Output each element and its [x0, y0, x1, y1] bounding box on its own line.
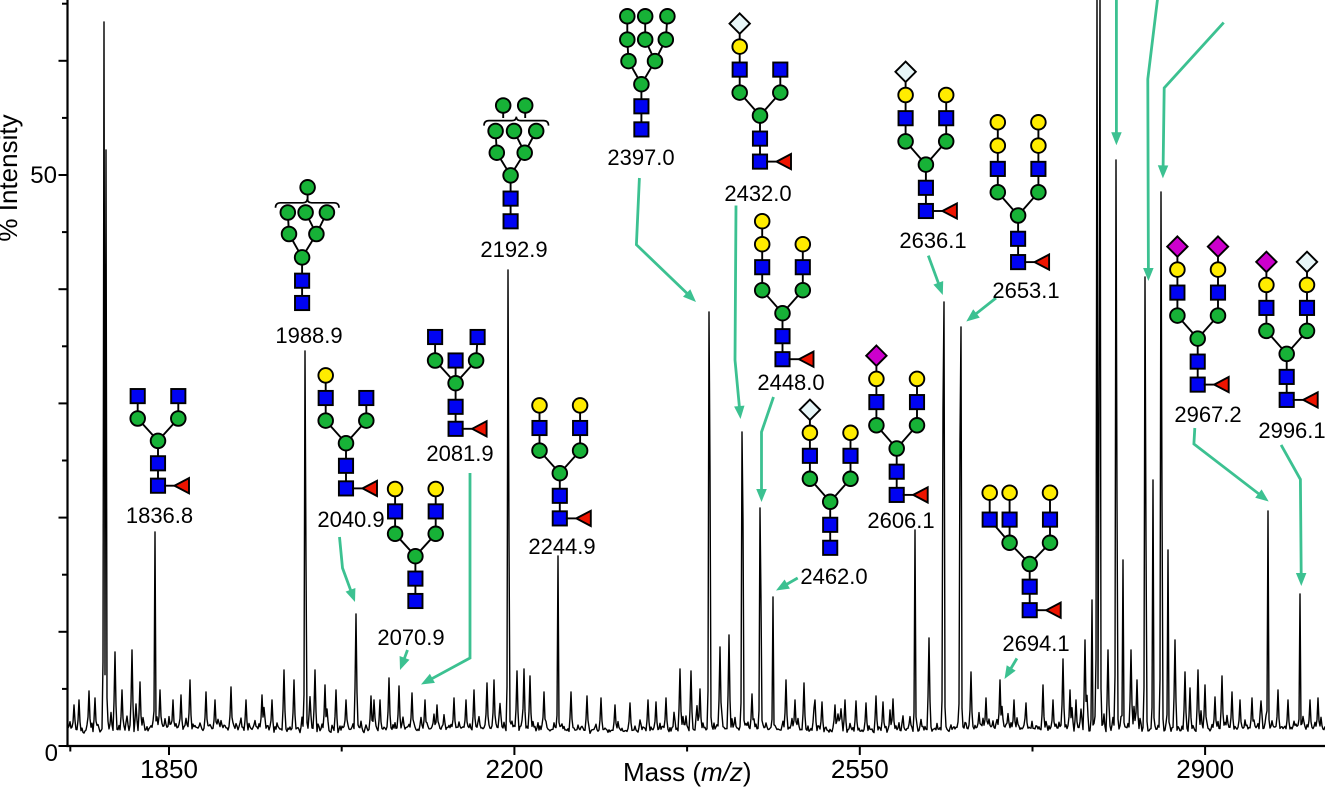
- svg-text:2040.9: 2040.9: [317, 507, 384, 532]
- svg-text:2462.0: 2462.0: [800, 564, 867, 589]
- svg-text:2996.1: 2996.1: [1258, 418, 1325, 443]
- svg-text:2967.2: 2967.2: [1174, 402, 1241, 427]
- svg-text:2432.0: 2432.0: [724, 181, 791, 206]
- svg-text:2448.0: 2448.0: [757, 370, 824, 395]
- svg-text:2900: 2900: [1176, 754, 1234, 784]
- svg-text:% Intensity: % Intensity: [0, 114, 23, 241]
- svg-text:2397.0: 2397.0: [607, 145, 674, 170]
- svg-text:2081.9: 2081.9: [426, 441, 493, 466]
- svg-text:2550: 2550: [831, 754, 889, 784]
- svg-text:2636.1: 2636.1: [899, 228, 966, 253]
- svg-text:2192.9: 2192.9: [480, 237, 547, 262]
- svg-text:2653.1: 2653.1: [992, 278, 1059, 303]
- svg-text:2606.1: 2606.1: [867, 508, 934, 533]
- svg-text:50: 50: [30, 162, 57, 189]
- svg-text:1988.9: 1988.9: [275, 323, 342, 348]
- svg-text:1850: 1850: [140, 754, 198, 784]
- svg-text:Mass (m/z): Mass (m/z): [623, 757, 752, 787]
- svg-text:2200: 2200: [485, 754, 543, 784]
- svg-text:2244.9: 2244.9: [528, 534, 595, 559]
- svg-text:0: 0: [45, 740, 58, 767]
- svg-text:1836.8: 1836.8: [126, 503, 193, 528]
- svg-text:2070.9: 2070.9: [377, 625, 444, 650]
- svg-text:2694.1: 2694.1: [1002, 631, 1069, 656]
